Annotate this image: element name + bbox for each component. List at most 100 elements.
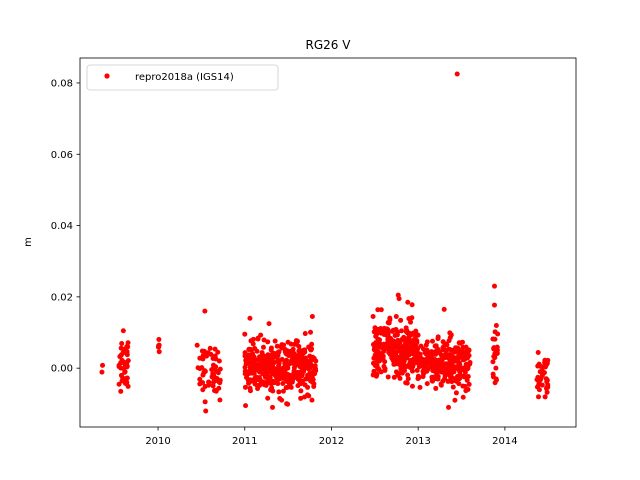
data-point: [457, 361, 463, 367]
data-point: [420, 374, 426, 380]
data-point: [374, 356, 380, 362]
data-point: [276, 389, 282, 395]
data-point: [213, 368, 219, 374]
data-point: [208, 351, 214, 357]
data-point: [455, 366, 461, 372]
data-point: [203, 408, 209, 414]
data-point: [260, 344, 266, 350]
data-point: [490, 336, 496, 342]
data-point: [291, 356, 297, 362]
data-point: [207, 345, 213, 351]
data-point: [399, 328, 405, 334]
data-point: [408, 319, 414, 325]
data-point: [541, 370, 547, 376]
data-point: [279, 356, 285, 362]
data-point: [292, 341, 297, 347]
data-point: [100, 362, 106, 368]
data-point: [441, 306, 447, 312]
data-point: [265, 339, 271, 345]
data-point: [417, 351, 423, 357]
data-point: [282, 360, 288, 366]
data-point: [440, 347, 446, 353]
data-point: [380, 356, 386, 362]
data-point: [391, 374, 397, 380]
data-point: [429, 338, 435, 344]
data-point: [274, 366, 280, 372]
data-point: [291, 351, 297, 357]
data-point: [309, 379, 315, 385]
data-point: [286, 372, 292, 378]
data-point: [206, 379, 212, 385]
data-point: [243, 403, 249, 409]
data-point: [467, 360, 473, 366]
data-point: [308, 329, 314, 335]
data-point: [423, 364, 429, 370]
data-point: [403, 325, 409, 331]
data-point: [424, 356, 430, 362]
data-point: [217, 366, 223, 372]
data-point: [213, 364, 219, 370]
legend: repro2018a (IGS14): [86, 64, 279, 91]
y-axis: 0.00 0.02 0.04 0.06 0.08: [51, 78, 80, 375]
y-tick-label: 0.08: [51, 78, 73, 89]
data-point: [402, 347, 408, 353]
data-point: [284, 401, 290, 407]
data-point: [456, 340, 462, 346]
data-point: [283, 385, 289, 391]
data-point: [396, 296, 402, 302]
data-point: [287, 380, 293, 386]
data-point: [268, 345, 274, 351]
y-tick-label: 0.04: [51, 221, 73, 232]
data-point: [432, 357, 438, 362]
data-point: [446, 404, 452, 410]
data-point: [307, 346, 313, 352]
data-point: [209, 367, 215, 373]
data-point: [99, 369, 105, 375]
data-point: [202, 368, 208, 374]
data-point: [305, 384, 311, 390]
plot-frame: [79, 57, 577, 428]
data-point: [309, 370, 315, 376]
data-point: [312, 366, 318, 372]
data-point: [281, 375, 287, 381]
data-point: [217, 397, 223, 403]
data-point: [453, 378, 459, 384]
data-point: [279, 397, 285, 403]
data-point: [270, 378, 276, 384]
x-axis: 2010 2011 2012 2013 2014: [145, 427, 518, 447]
data-point: [409, 302, 415, 308]
data-point: [124, 375, 130, 381]
data-point: [386, 350, 392, 356]
data-point: [405, 372, 411, 378]
data-point: [404, 380, 410, 386]
data-point: [253, 374, 259, 380]
data-point: [197, 376, 203, 382]
data-point: [462, 356, 468, 362]
data-point: [432, 343, 438, 349]
data-point: [393, 342, 399, 348]
data-point: [408, 350, 414, 356]
data-point: [260, 379, 266, 385]
data-point: [409, 368, 415, 374]
data-point: [537, 369, 543, 375]
data-point: [305, 392, 311, 398]
data-point: [427, 351, 433, 357]
data-point: [393, 369, 399, 375]
data-point: [217, 380, 223, 386]
y-tick-label: 0.02: [51, 292, 73, 303]
data-point: [374, 328, 380, 334]
data-point: [273, 351, 279, 357]
data-point: [492, 329, 498, 335]
data-point: [282, 367, 288, 373]
data-point: [245, 377, 251, 383]
data-point: [449, 379, 455, 385]
data-point: [439, 356, 445, 362]
data-point: [309, 374, 315, 380]
data-point: [449, 362, 455, 368]
data-point: [125, 383, 131, 389]
data-point: [409, 340, 415, 346]
data-point: [250, 370, 256, 376]
legend-box: [86, 64, 279, 91]
data-point: [542, 394, 548, 400]
data-point: [200, 380, 206, 386]
